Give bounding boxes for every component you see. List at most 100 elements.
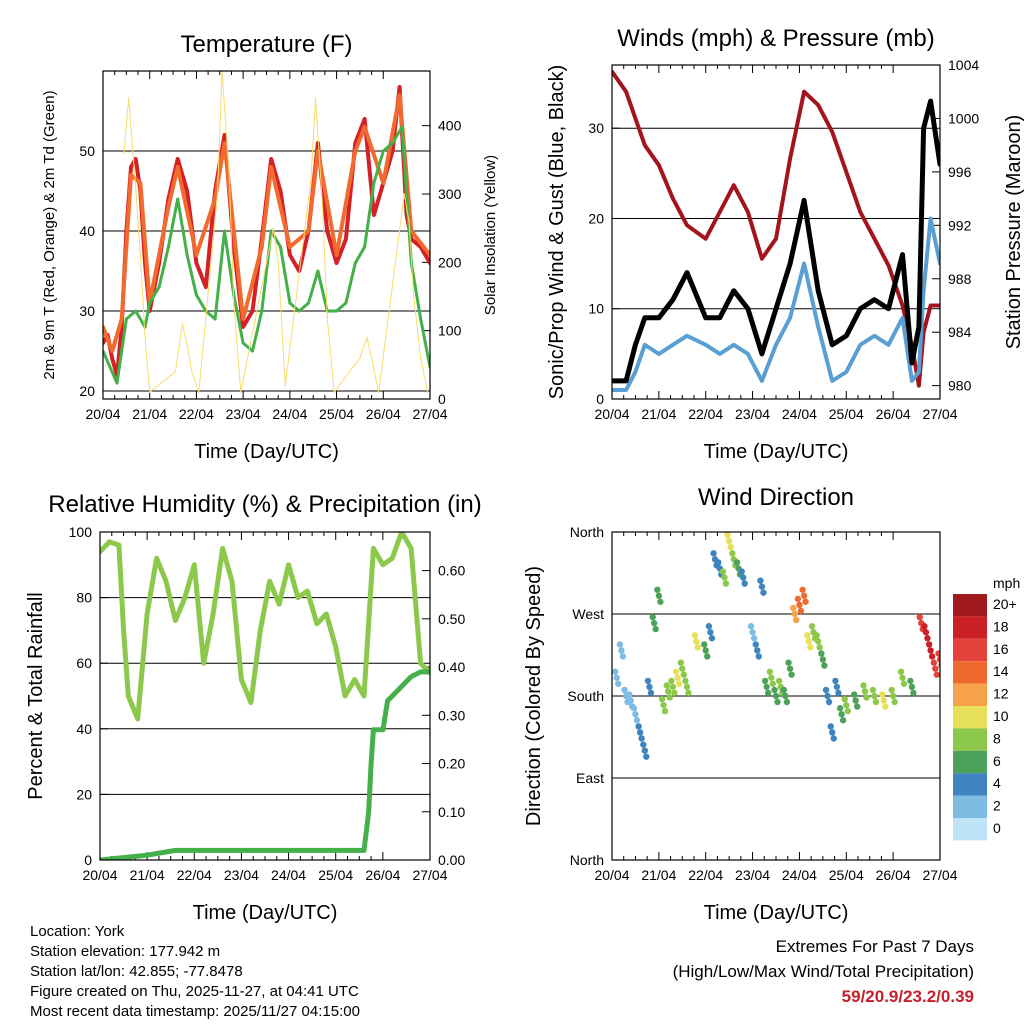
data-point bbox=[872, 237, 876, 241]
colorbar-label: 12 bbox=[993, 686, 1009, 702]
chart-title: Winds (mph) & Pressure (mb) bbox=[617, 25, 934, 52]
y-tick-label: 100 bbox=[69, 524, 93, 540]
data-point bbox=[129, 165, 133, 169]
data-point bbox=[398, 85, 402, 89]
data-point bbox=[194, 253, 198, 257]
data-point bbox=[269, 165, 273, 169]
direction-point bbox=[641, 747, 648, 754]
direction-point bbox=[774, 698, 781, 706]
data-point bbox=[288, 253, 292, 257]
direction-point bbox=[663, 682, 670, 689]
series-line bbox=[103, 93, 430, 353]
direction-point bbox=[889, 692, 897, 700]
direction-point bbox=[660, 701, 667, 709]
data-point bbox=[183, 596, 187, 600]
direction-point bbox=[830, 735, 837, 742]
direction-point bbox=[804, 632, 811, 639]
data-point bbox=[671, 343, 675, 347]
data-point bbox=[194, 293, 198, 297]
direction-point bbox=[755, 653, 762, 660]
data-point bbox=[222, 133, 226, 137]
data-point bbox=[788, 262, 792, 266]
direction-point bbox=[863, 694, 870, 701]
y-right-tick-label: 988 bbox=[948, 271, 972, 287]
data-point bbox=[901, 303, 905, 307]
direction-point bbox=[630, 705, 638, 712]
direction-point bbox=[627, 697, 634, 704]
data-point bbox=[316, 269, 320, 273]
colorbar: mph 20+ 18 16 14 12 10 8 6 4 2 0 bbox=[953, 575, 1020, 841]
data-point bbox=[371, 546, 375, 550]
data-point bbox=[190, 370, 193, 373]
x-tick-label: 20/04 bbox=[594, 867, 629, 883]
data-point bbox=[157, 285, 161, 289]
created-text: Figure created on Thu, 2025-11-27, at 04… bbox=[30, 983, 359, 1000]
direction-point bbox=[928, 653, 936, 660]
direction-point bbox=[724, 532, 731, 539]
data-point bbox=[657, 316, 661, 320]
direction-point bbox=[814, 638, 822, 645]
data-point bbox=[377, 391, 380, 393]
data-point bbox=[372, 181, 376, 185]
x-tick-label: 25/04 bbox=[829, 867, 864, 883]
data-point bbox=[366, 336, 368, 339]
direction-point bbox=[832, 677, 839, 685]
data-point bbox=[685, 223, 689, 227]
direction-point bbox=[655, 592, 663, 599]
direction-point bbox=[725, 537, 733, 545]
direction-point bbox=[793, 616, 800, 624]
data-point bbox=[643, 143, 647, 147]
data-point bbox=[166, 245, 170, 249]
data-point bbox=[910, 361, 914, 365]
y-axis-label: Percent & Total Rainfall bbox=[25, 592, 47, 800]
x-tick-label: 27/04 bbox=[412, 406, 447, 422]
data-point bbox=[409, 675, 413, 679]
direction-point bbox=[853, 703, 861, 710]
colorbar-label: 20+ bbox=[993, 596, 1017, 612]
direction-point bbox=[827, 723, 834, 730]
data-point bbox=[816, 325, 820, 329]
direction-point bbox=[786, 665, 794, 672]
direction-point bbox=[727, 543, 734, 551]
direction-point bbox=[626, 691, 633, 698]
station-info: Location: York Station elevation: 177.94… bbox=[30, 922, 360, 1022]
data-point bbox=[288, 245, 292, 249]
direction-point bbox=[871, 692, 878, 700]
recent-text: Most recent data timestamp: 2025/11/27 0… bbox=[30, 1003, 360, 1020]
direction-point bbox=[833, 683, 841, 691]
data-point bbox=[222, 141, 226, 145]
data-point bbox=[202, 661, 206, 665]
x-tick-label: 20/04 bbox=[594, 406, 629, 422]
direction-point bbox=[839, 717, 847, 724]
y-right-tick-label: 0.20 bbox=[438, 756, 465, 772]
data-point bbox=[732, 289, 736, 293]
colorbar-label: 18 bbox=[993, 618, 1009, 634]
data-point bbox=[335, 309, 339, 313]
x-tick-label: 25/04 bbox=[319, 406, 354, 422]
data-point bbox=[395, 689, 399, 693]
data-point bbox=[127, 97, 130, 100]
direction-point bbox=[860, 682, 867, 689]
data-point bbox=[279, 189, 283, 193]
data-point bbox=[624, 379, 628, 383]
direction-point bbox=[707, 629, 714, 636]
y-tick-label: North bbox=[570, 524, 604, 540]
direction-point bbox=[822, 686, 830, 694]
y-right-tick-label: 984 bbox=[948, 324, 972, 340]
data-point bbox=[391, 141, 395, 145]
data-point bbox=[315, 622, 319, 626]
direction-point bbox=[675, 680, 683, 687]
data-point bbox=[287, 563, 291, 567]
direction-point bbox=[747, 623, 755, 630]
chart-title: Wind Direction bbox=[698, 484, 854, 511]
data-point bbox=[176, 197, 180, 201]
data-point bbox=[296, 596, 300, 600]
direction-point bbox=[654, 586, 661, 593]
direction-point bbox=[618, 647, 625, 654]
data-point bbox=[363, 125, 367, 129]
data-point bbox=[404, 680, 408, 684]
direction-point bbox=[938, 662, 940, 669]
x-tick-label: 26/04 bbox=[876, 406, 911, 422]
direction-point bbox=[897, 668, 905, 675]
direction-point bbox=[619, 653, 627, 660]
